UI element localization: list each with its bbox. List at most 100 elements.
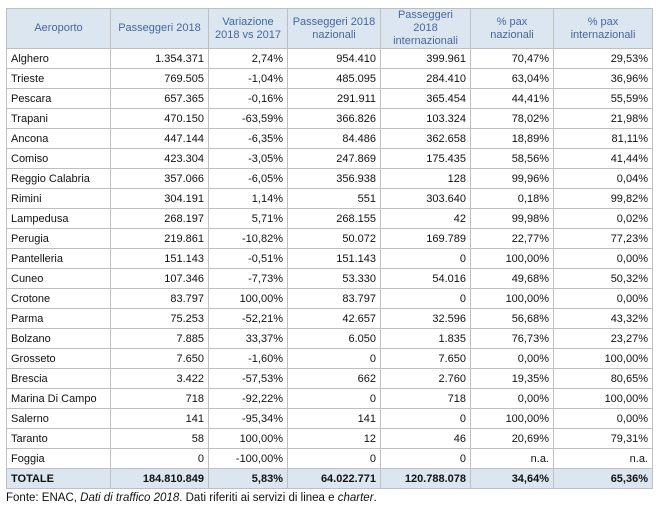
table-cell: 54.016 (380, 268, 471, 289)
table-cell: 291.911 (287, 88, 381, 109)
table-cell: 128 (380, 168, 471, 189)
total-cell: 65,36% (553, 468, 653, 489)
table-row: Bolzano 7.885 33,37% 6.050 1.835 76,73% 23,27% (6, 328, 653, 349)
table-cell: 0,00% (553, 408, 653, 429)
table-cell: 0,18% (470, 188, 554, 209)
table-cell: 77,23% (553, 228, 653, 249)
table-cell: 50.072 (287, 228, 381, 249)
table-cell: 718 (110, 388, 209, 409)
table-cell: -1,60% (208, 348, 288, 369)
table-cell: -3,05% (208, 148, 288, 169)
airport-name: Pescara (6, 88, 111, 109)
table-cell: 0 (380, 448, 471, 469)
table-cell: 7.650 (110, 348, 209, 369)
airport-name: Comiso (6, 148, 111, 169)
airport-name: Grosseto (6, 348, 111, 369)
table-cell: 100,00% (470, 288, 554, 309)
table-row: Marina Di Campo 718 -92,22% 0 718 0,00% 100,00… (6, 388, 653, 409)
header-cell: % pax internazionali (553, 8, 653, 49)
table-cell: 284.410 (380, 68, 471, 89)
table-cell: 83.797 (287, 288, 381, 309)
table-cell: 954.410 (287, 48, 381, 69)
table-cell: -63,59% (208, 108, 288, 129)
table-row: Lampedusa 268.197 5,71% 268.155 42 99,98% 0,02… (6, 208, 653, 229)
table-cell: 42 (380, 208, 471, 229)
table-cell: 0,00% (553, 288, 653, 309)
table-cell: 44,41% (470, 88, 554, 109)
airport-name: Crotone (6, 288, 111, 309)
table-row: Cuneo 107.346 -7,73% 53.330 54.016 49,68% 50,3… (6, 268, 653, 289)
table-cell: 70,47% (470, 48, 554, 69)
table-cell: 7.885 (110, 328, 209, 349)
table-cell: 103.324 (380, 108, 471, 129)
table-cell: 1,14% (208, 188, 288, 209)
table-cell: 12 (287, 428, 381, 449)
table-row: Parma 75.253 -52,21% 42.657 32.596 56,68% 43,3… (6, 308, 653, 329)
total-cell: 34,64% (470, 468, 554, 489)
table-cell: 0 (380, 288, 471, 309)
header-cell: Passeggeri 2018 internazionali (380, 8, 471, 49)
total-cell: TOTALE (6, 468, 111, 489)
table-cell: 100,00% (208, 428, 288, 449)
table-cell: 0,00% (553, 248, 653, 269)
table-cell: 43,32% (553, 308, 653, 329)
table-cell: 0,04% (553, 168, 653, 189)
source-note: Fonte: ENAC, Dati di traffico 2018. Dati… (6, 492, 377, 504)
table-cell: 3.422 (110, 368, 209, 389)
table-cell: 78,02% (470, 108, 554, 129)
table-cell: -0,51% (208, 248, 288, 269)
table-cell: 0 (380, 408, 471, 429)
table-row: Pantelleria 151.143 -0,51% 151.143 0 100,00% 0… (6, 248, 653, 269)
table-cell: 470.150 (110, 108, 209, 129)
table-cell: -10,82% (208, 228, 288, 249)
airport-name: Taranto (6, 428, 111, 449)
table-row: Grosseto 7.650 -1,60% 0 7.650 0,00% 100,00% (6, 348, 653, 369)
table-cell: 0,00% (470, 348, 554, 369)
table-cell: 79,31% (553, 428, 653, 449)
table-cell: 657.365 (110, 88, 209, 109)
airport-name: Reggio Calabria (6, 168, 111, 189)
total-row: TOTALE 184.810.849 5,83% 64.022.771 120.788.… (6, 468, 653, 489)
table-row: Salerno 141 -95,34% 141 0 100,00% 0,00% (6, 408, 653, 429)
table-cell: -6,05% (208, 168, 288, 189)
table-cell: 1.354.371 (110, 48, 209, 69)
airport-name: Brescia (6, 368, 111, 389)
table-cell: 29,53% (553, 48, 653, 69)
airport-name: Salerno (6, 408, 111, 429)
table-cell: 5,71% (208, 208, 288, 229)
table-cell: 76,73% (470, 328, 554, 349)
table-cell: 53.330 (287, 268, 381, 289)
table-cell: 99,82% (553, 188, 653, 209)
table-cell: 42.657 (287, 308, 381, 329)
table-cell: 247.869 (287, 148, 381, 169)
table-row: Ancona 447.144 -6,35% 84.486 362.658 18,89% 81… (6, 128, 653, 149)
table-cell: 18,89% (470, 128, 554, 149)
table-cell: 0 (287, 348, 381, 369)
table-cell: 151.143 (110, 248, 209, 269)
table-cell: 769.505 (110, 68, 209, 89)
table-cell: 19,35% (470, 368, 554, 389)
header-cell: Variazione 2018 vs 2017 (208, 8, 288, 49)
table-cell: 0 (380, 248, 471, 269)
table-cell: 362.658 (380, 128, 471, 149)
header-row: Aeroporto Passeggeri 2018 Variazione 2018 … (6, 8, 653, 49)
table-cell: 100,00% (208, 288, 288, 309)
table-cell: -1,04% (208, 68, 288, 89)
table-cell: n.a. (553, 448, 653, 469)
airport-name: Foggia (6, 448, 111, 469)
table-row: Rimini 304.191 1,14% 551 303.640 0,18% 99,82% (6, 188, 653, 209)
table-cell: 83.797 (110, 288, 209, 309)
table-cell: 447.144 (110, 128, 209, 149)
table-body: Alghero 1.354.371 2,74% 954.410 399.961 70,47… (6, 48, 653, 489)
table-cell: 100,00% (553, 388, 653, 409)
header-cell: Aeroporto (6, 8, 111, 49)
airport-name: Cuneo (6, 268, 111, 289)
table-cell: 423.304 (110, 148, 209, 169)
table-cell: 365.454 (380, 88, 471, 109)
airport-name: Ancona (6, 128, 111, 149)
table-cell: 399.961 (380, 48, 471, 69)
table-row: Alghero 1.354.371 2,74% 954.410 399.961 70,47… (6, 48, 653, 69)
table-cell: 99,96% (470, 168, 554, 189)
table-row: Trapani 470.150 -63,59% 366.826 103.324 78,02… (6, 108, 653, 129)
